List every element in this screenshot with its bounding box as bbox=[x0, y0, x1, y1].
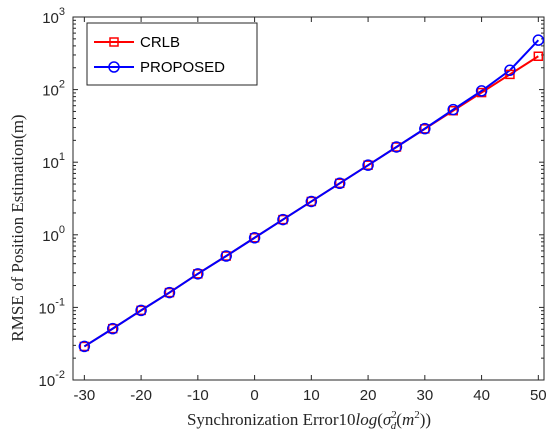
data-point-crlb bbox=[79, 341, 90, 352]
data-point-proposed bbox=[447, 103, 459, 116]
data-point-proposed bbox=[192, 268, 204, 280]
y-tick-exp: -1 bbox=[55, 296, 65, 308]
x-tick-label: 30 bbox=[416, 387, 433, 404]
x-axis-title-sup: 2 bbox=[391, 409, 397, 421]
data-point-crlb bbox=[505, 69, 515, 80]
data-point-crlb bbox=[107, 323, 118, 334]
y-tick-base: 10 bbox=[42, 83, 59, 100]
legend: CRLB PROPOSED bbox=[86, 22, 258, 86]
data-point-proposed bbox=[78, 340, 91, 353]
data-point-proposed bbox=[532, 34, 545, 46]
data-point-proposed bbox=[106, 322, 119, 335]
data-point-crlb bbox=[221, 251, 231, 261]
data-point-crlb bbox=[136, 305, 146, 316]
y-tick-base: 10 bbox=[42, 155, 59, 172]
x-tick-label: 20 bbox=[360, 387, 377, 404]
data-point-crlb bbox=[249, 233, 260, 243]
legend-box bbox=[86, 22, 258, 86]
data-point-proposed bbox=[419, 122, 431, 135]
y-tick-exp: 2 bbox=[59, 79, 65, 91]
x-tick-label: -20 bbox=[130, 387, 152, 404]
data-point-crlb bbox=[278, 214, 288, 225]
y-tick-base: 10 bbox=[42, 228, 59, 245]
x-axis-title: Synchronization Error10log(σ2 d(m2)) bbox=[187, 409, 431, 432]
data-point-crlb bbox=[193, 269, 203, 279]
data-point-proposed bbox=[135, 304, 147, 317]
y-tick-exp: 1 bbox=[59, 151, 65, 163]
data-point-crlb bbox=[164, 287, 175, 298]
series-line-proposed bbox=[83, 39, 540, 348]
legend-marker-crlb bbox=[109, 37, 119, 47]
x-axis-title-m: m bbox=[402, 410, 414, 429]
y-tick-exp: 0 bbox=[59, 224, 65, 236]
data-point-crlb bbox=[420, 124, 430, 134]
data-point-crlb bbox=[533, 51, 544, 61]
data-point-crlb bbox=[306, 196, 317, 207]
data-point-crlb bbox=[334, 178, 345, 189]
y-tick-label: 101 bbox=[42, 151, 65, 172]
x-axis-title-log: log bbox=[355, 410, 377, 429]
data-point-crlb bbox=[363, 160, 373, 170]
y-tick-exp: -2 bbox=[55, 369, 65, 381]
x-axis-title-m-sup: 2 bbox=[414, 409, 420, 421]
x-tick-label: 0 bbox=[250, 387, 258, 404]
x-tick-label: 40 bbox=[473, 387, 490, 404]
legend-label-proposed: PROPOSED bbox=[140, 59, 225, 76]
legend-label-crlb: CRLB bbox=[140, 34, 180, 51]
data-point-crlb bbox=[391, 142, 402, 152]
x-axis-title-sigma: σ bbox=[383, 410, 392, 429]
data-point-proposed bbox=[220, 250, 232, 262]
legend-marker-proposed bbox=[108, 61, 120, 73]
data-point-proposed bbox=[305, 195, 318, 208]
x-tick-label: 10 bbox=[303, 387, 320, 404]
data-point-proposed bbox=[504, 64, 516, 76]
data-point-proposed bbox=[362, 159, 374, 171]
data-point-proposed bbox=[277, 213, 289, 226]
y-tick-base: 10 bbox=[39, 373, 56, 390]
x-tick-label: 50 bbox=[530, 387, 547, 404]
y-tick-base: 10 bbox=[39, 300, 56, 317]
x-axis-title-sub: d bbox=[391, 420, 397, 432]
x-tick-label: -10 bbox=[187, 387, 209, 404]
y-tick-base: 10 bbox=[42, 10, 59, 27]
axes-box bbox=[72, 16, 545, 381]
y-axis-title: RMSE of Position Estimation(m) bbox=[8, 114, 27, 341]
y-tick-exp: 3 bbox=[59, 6, 65, 18]
y-tick-label: 102 bbox=[42, 79, 65, 100]
data-point-proposed bbox=[390, 141, 403, 153]
y-tick-label: 103 bbox=[42, 6, 65, 27]
y-tick-label: 100 bbox=[42, 224, 65, 245]
y-tick-label: 10-2 bbox=[39, 369, 65, 390]
data-point-proposed bbox=[248, 232, 261, 244]
data-point-proposed bbox=[475, 85, 488, 97]
data-point-proposed bbox=[163, 286, 176, 299]
y-tick-label: 10-1 bbox=[39, 296, 65, 317]
x-tick-label: -30 bbox=[74, 387, 96, 404]
x-axis-title-prefix: Synchronization Error10 bbox=[187, 410, 356, 429]
data-point-proposed bbox=[333, 177, 346, 190]
